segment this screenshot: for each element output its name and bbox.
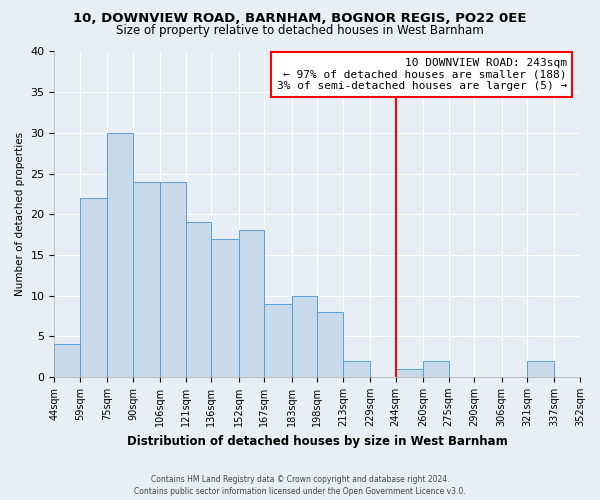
- Bar: [395, 369, 423, 377]
- Bar: [239, 230, 265, 377]
- Text: Contains HM Land Registry data © Crown copyright and database right 2024.
Contai: Contains HM Land Registry data © Crown c…: [134, 475, 466, 496]
- Bar: [292, 296, 317, 377]
- Bar: [343, 360, 370, 377]
- Bar: [186, 222, 211, 377]
- Y-axis label: Number of detached properties: Number of detached properties: [15, 132, 25, 296]
- X-axis label: Distribution of detached houses by size in West Barnham: Distribution of detached houses by size …: [127, 434, 508, 448]
- Bar: [133, 182, 160, 377]
- Bar: [160, 182, 186, 377]
- Text: 10 DOWNVIEW ROAD: 243sqm
← 97% of detached houses are smaller (188)
3% of semi-d: 10 DOWNVIEW ROAD: 243sqm ← 97% of detach…: [277, 58, 567, 91]
- Bar: [211, 238, 239, 377]
- Bar: [317, 312, 343, 377]
- Bar: [265, 304, 292, 377]
- Bar: [55, 344, 80, 377]
- Text: 10, DOWNVIEW ROAD, BARNHAM, BOGNOR REGIS, PO22 0EE: 10, DOWNVIEW ROAD, BARNHAM, BOGNOR REGIS…: [73, 12, 527, 26]
- Bar: [107, 133, 133, 377]
- Text: Size of property relative to detached houses in West Barnham: Size of property relative to detached ho…: [116, 24, 484, 37]
- Bar: [527, 360, 554, 377]
- Bar: [423, 360, 449, 377]
- Bar: [80, 198, 107, 377]
